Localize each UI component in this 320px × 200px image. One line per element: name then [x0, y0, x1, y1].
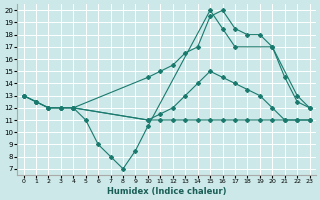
X-axis label: Humidex (Indice chaleur): Humidex (Indice chaleur)	[107, 187, 226, 196]
